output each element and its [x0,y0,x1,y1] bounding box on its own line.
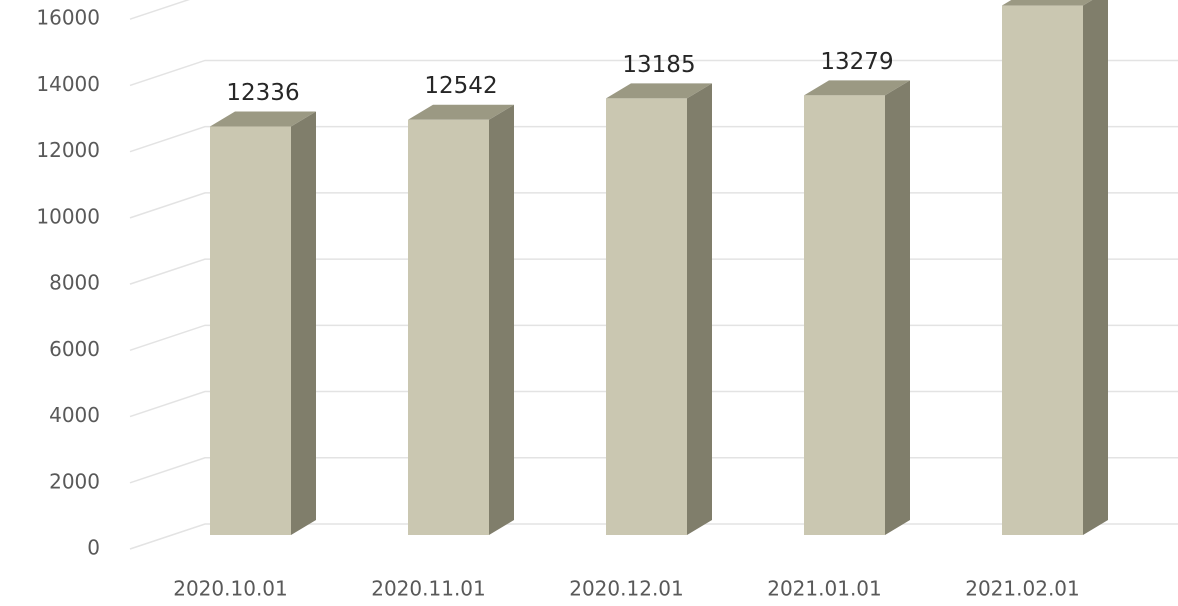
data-label: 13279 [820,49,893,75]
data-label: 12336 [226,80,299,106]
bar-top [210,111,316,127]
bar-side [489,104,514,535]
bar-side [291,111,316,536]
y-tick-label: 10000 [36,204,100,228]
bar-side [687,83,712,536]
bar [210,126,291,536]
y-tick-label: 16000 [36,6,100,30]
data-label: 12542 [424,73,497,99]
bar [606,98,687,536]
grid-line [129,0,191,20]
grid-line [129,59,1178,87]
x-tick-label: 2021.02.01 [965,577,1080,601]
bar [1002,5,1083,535]
y-tick-label: 14000 [36,72,100,96]
bar [408,119,489,535]
x-tick-label: 2020.11.01 [371,577,486,601]
y-tick-label: 6000 [49,337,100,361]
bar-side [885,80,910,535]
y-tick-label: 0 [87,536,100,560]
data-label: 13185 [622,52,695,78]
x-tick-label: 2020.12.01 [569,577,684,601]
bar-top [804,80,910,96]
bar-top [1002,0,1093,6]
bar-top [408,104,514,120]
bar-top [606,83,712,99]
x-tick-label: 2021.01.01 [767,577,882,601]
y-tick-label: 4000 [49,403,100,427]
y-tick-label: 12000 [36,138,100,162]
x-tick-label: 2020.10.01 [173,577,288,601]
bar-side [1083,0,1108,535]
y-tick-label: 8000 [49,271,100,295]
bar [804,95,885,535]
y-tick-label: 2000 [49,469,100,493]
